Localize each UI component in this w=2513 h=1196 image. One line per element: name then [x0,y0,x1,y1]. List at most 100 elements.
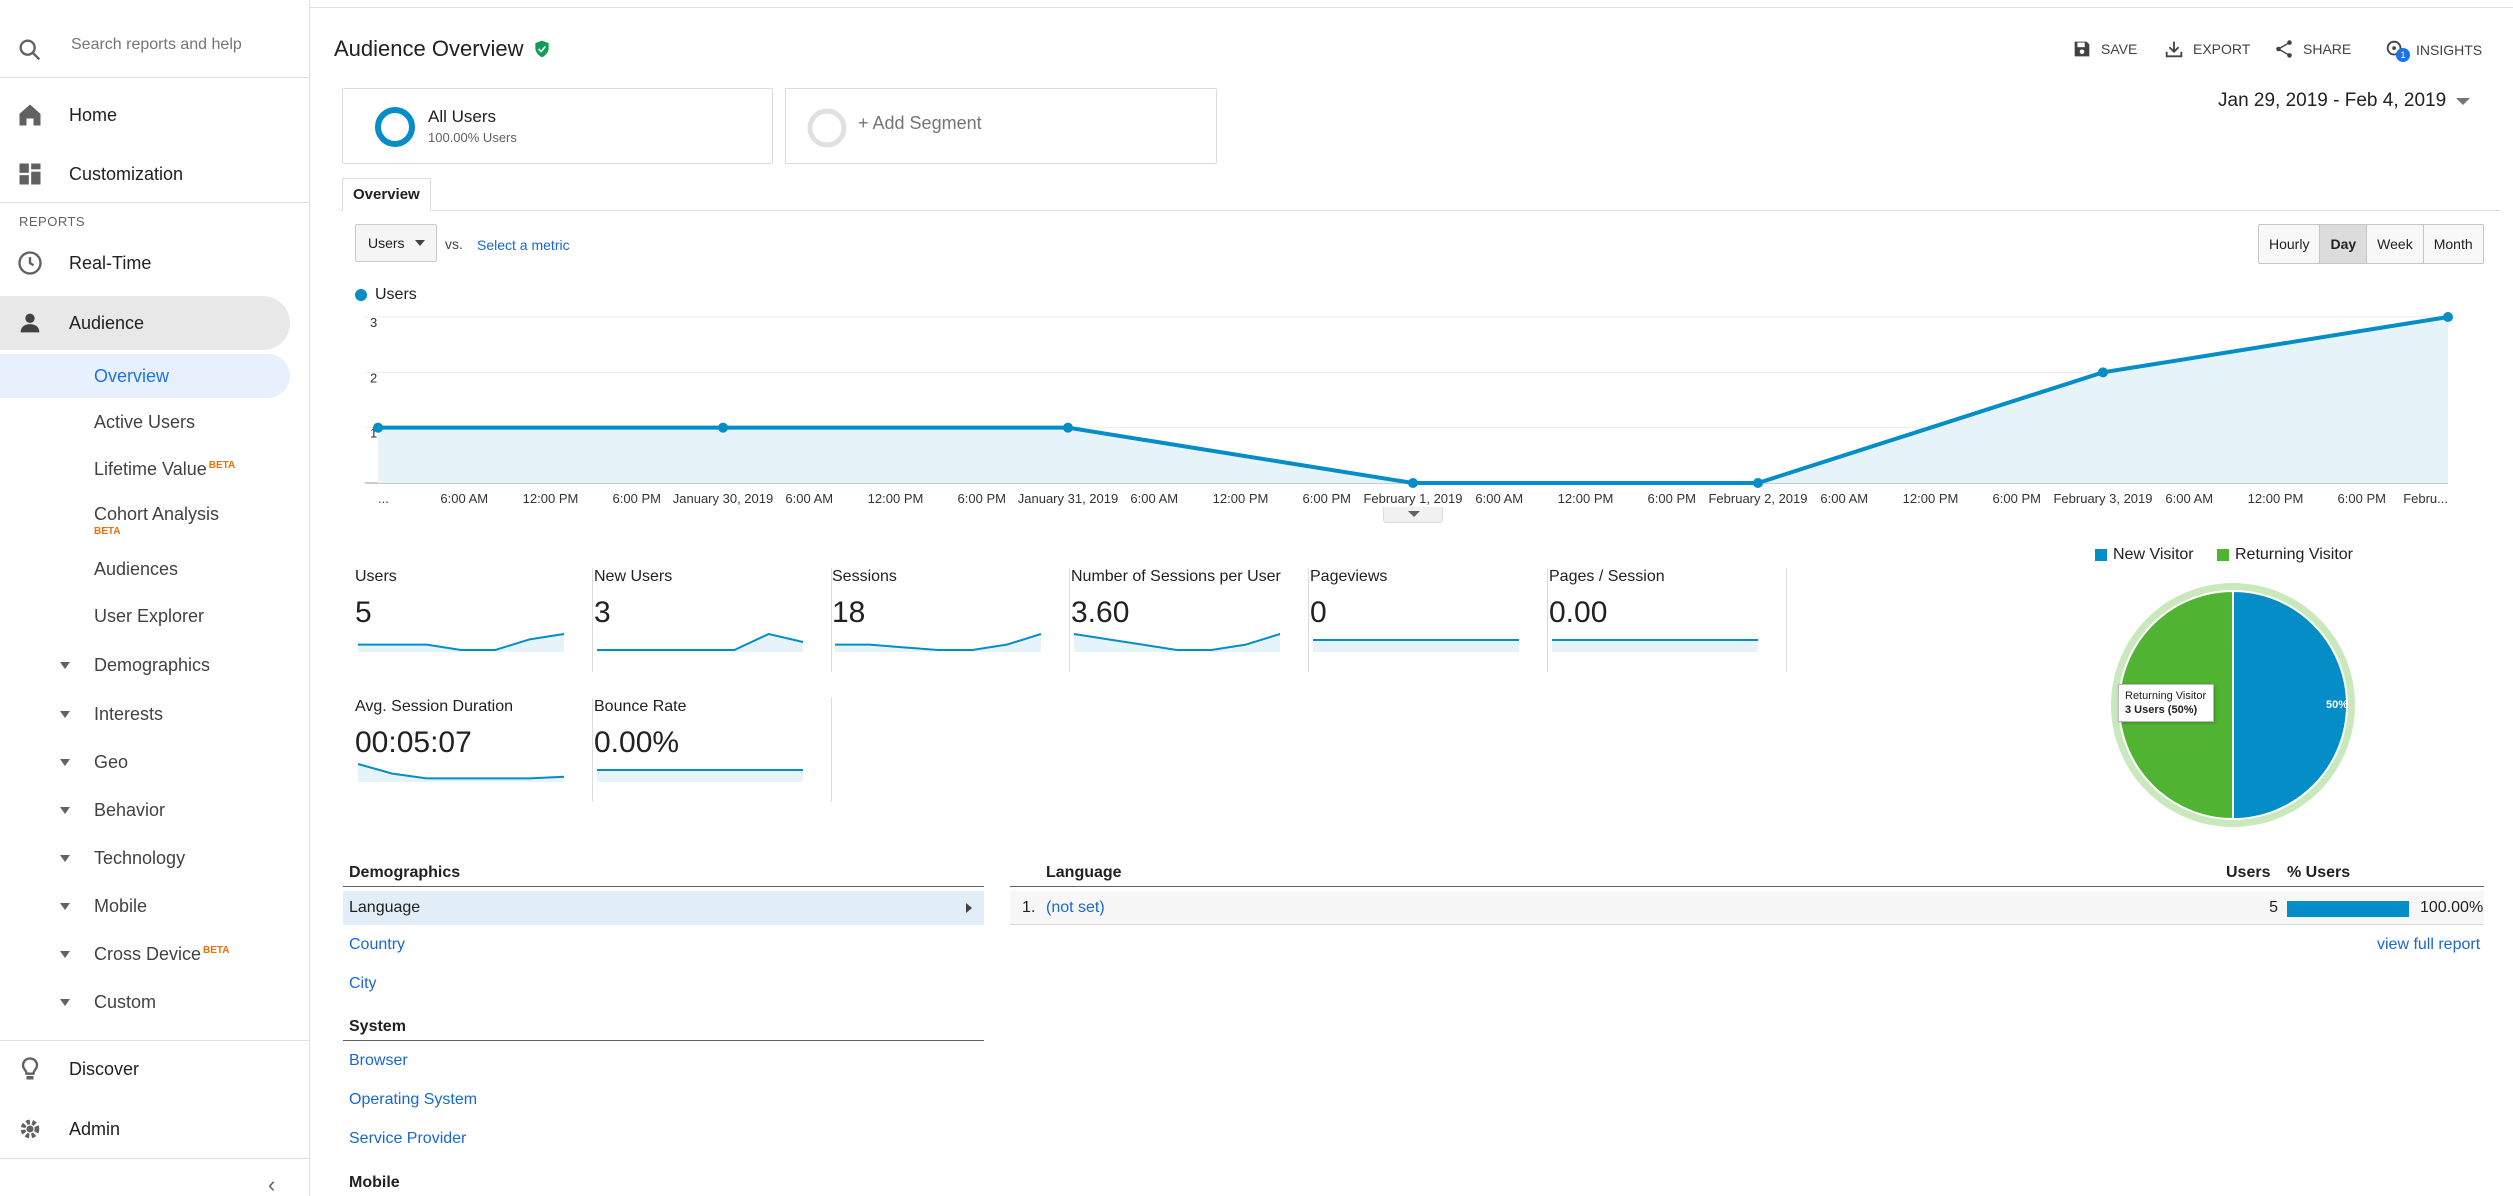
download-icon [2165,41,2183,58]
metric-label: Pageviews [1310,568,1388,585]
sidebar-sub-interests[interactable]: Interests [0,692,290,736]
metric-card[interactable]: Users 5 [355,568,593,672]
pie-slice-new[interactable] [2232,589,2348,821]
metric-select[interactable]: Users [355,224,437,262]
sidebar-sub-technology[interactable]: Technology [0,836,290,880]
sparkline-area [1552,640,1758,652]
metric-label: Avg. Session Duration [355,698,514,715]
sub-label: Lifetime Value [94,458,207,479]
sidebar-sub-cross-device[interactable]: Cross Device BETA [0,932,290,976]
search-icon [19,39,41,61]
sidebar-item-discover[interactable]: Discover [0,1042,300,1096]
metric-sparkline [1313,639,1519,652]
granularity-month[interactable]: Month [2433,236,2473,252]
search-box[interactable]: Search reports and help [0,16,310,78]
granularity-hourly[interactable]: Hourly [2259,225,2321,263]
sparkline-line [358,633,565,651]
legend-swatch [2217,549,2229,561]
collapse-sidebar-button[interactable]: ‹ [268,1172,276,1196]
x-tick-label: 6:00 PM [1648,491,1696,506]
language-table-title: Language [1046,864,1122,881]
sidebar-sub-cohort-analysis[interactable]: Cohort Analysis BETA [0,494,290,550]
demographics-item-country[interactable]: Country [349,936,406,953]
metric-label: New Users [594,568,673,585]
chevron-down-icon [414,240,425,246]
x-tick-label: 6:00 AM [1475,491,1523,506]
metric-card[interactable]: Avg. Session Duration 00:05:07 [355,698,593,802]
beta-badge: BETA [208,459,236,471]
metric-label: Pages / Session [1549,568,1665,585]
sparkline-line [357,763,565,780]
view-full-report-link[interactable]: view full report [2377,936,2481,953]
demographics-item-language[interactable]: Language [343,891,984,925]
sidebar-item-home[interactable]: Home [0,88,300,142]
export-button[interactable]: EXPORT [2163,38,2250,60]
date-range-picker[interactable]: Jan 29, 2019 - Feb 4, 2019 [2218,90,2471,112]
data-point[interactable] [1063,422,1073,433]
sidebar-sub-lifetime-value[interactable]: Lifetime Value BETA [0,447,290,491]
segment-all-users[interactable]: All Users 100.00% Users [342,88,773,164]
sidebar-sub-mobile[interactable]: Mobile [0,884,290,928]
legend-label: Returning Visitor [2235,546,2353,563]
x-tick-label: 6:00 AM [1820,491,1868,506]
data-point[interactable] [718,422,728,433]
metric-value: 0.00 [1549,596,1608,629]
system-item-provider[interactable]: Service Provider [349,1130,467,1147]
data-point[interactable] [373,422,383,433]
metric-card[interactable]: Sessions 18 [832,568,1070,672]
metric-card[interactable]: Number of Sessions per User 3.60 [1071,568,1309,672]
system-item-browser[interactable]: Browser [349,1052,408,1069]
sidebar-item-admin[interactable]: Admin [0,1102,300,1156]
data-point[interactable] [2098,367,2108,378]
sidebar-sub-behavior[interactable]: Behavior [0,788,290,832]
insights-icon-wrap: 1 [2384,38,2410,62]
metric-card[interactable]: Pages / Session 0.00 [1549,568,1787,672]
tab-overview[interactable]: Overview [342,178,431,211]
sidebar-item-customization[interactable]: Customization [0,147,300,201]
sidebar-sub-overview[interactable]: Overview [0,354,290,398]
share-icon [2276,40,2292,58]
gear-icon [20,1119,40,1139]
x-tick-label: ... [378,491,389,506]
demographics-item-city[interactable]: City [349,975,377,992]
sidebar-sub-demographics[interactable]: Demographics [0,643,290,687]
x-tick-label: 6:00 PM [958,491,1006,506]
chart-expand-handle[interactable] [1383,507,1443,523]
sidebar-sub-geo[interactable]: Geo [0,740,290,784]
data-point[interactable] [1753,478,1763,488]
metric-sparkline [1552,639,1758,652]
caret-icon [60,998,70,1006]
data-point[interactable] [1408,478,1418,488]
sub-label: Technology [94,847,186,868]
col-users-header: Users [2226,864,2271,881]
metric-card[interactable]: Bounce Rate 0.00% [594,698,832,802]
divider [0,202,310,203]
save-button[interactable]: SAVE [2071,38,2137,60]
sidebar-item-audience[interactable]: Audience [0,296,290,350]
sidebar-sub-audiences[interactable]: Audiences [0,547,290,591]
sidebar-item-realtime[interactable]: Real-Time [0,236,300,290]
metric-value: 3.60 [1071,596,1130,629]
x-tick-label: Febru... [2403,491,2448,506]
add-segment-label: + Add Segment [858,113,982,133]
beta-badge: BETA [94,526,121,537]
divider [343,1040,984,1041]
granularity-week[interactable]: Week [2367,225,2424,263]
sidebar-sub-active-users[interactable]: Active Users [0,400,290,444]
insights-button[interactable]: 1 INSIGHTS [2384,38,2482,62]
sidebar-sub-custom[interactable]: Custom [0,980,290,1024]
add-segment-button[interactable]: + Add Segment [785,88,1217,164]
metric-select-value: Users [368,235,405,251]
data-point[interactable] [2443,312,2453,322]
share-button[interactable]: SHARE [2273,38,2351,60]
share-label: SHARE [2303,41,2352,57]
granularity-day[interactable]: Day [2320,225,2368,263]
row-language-link[interactable]: (not set) [1046,899,1105,916]
system-item-os[interactable]: Operating System [349,1091,478,1108]
sidebar-item-label: Home [69,104,118,125]
select-metric-link[interactable]: Select a metric [477,237,570,253]
metric-card[interactable]: Pageviews 0 [1310,568,1548,672]
lightbulb-icon [21,1057,39,1080]
sidebar-sub-user-explorer[interactable]: User Explorer [0,594,290,638]
metric-card[interactable]: New Users 3 [594,568,832,672]
